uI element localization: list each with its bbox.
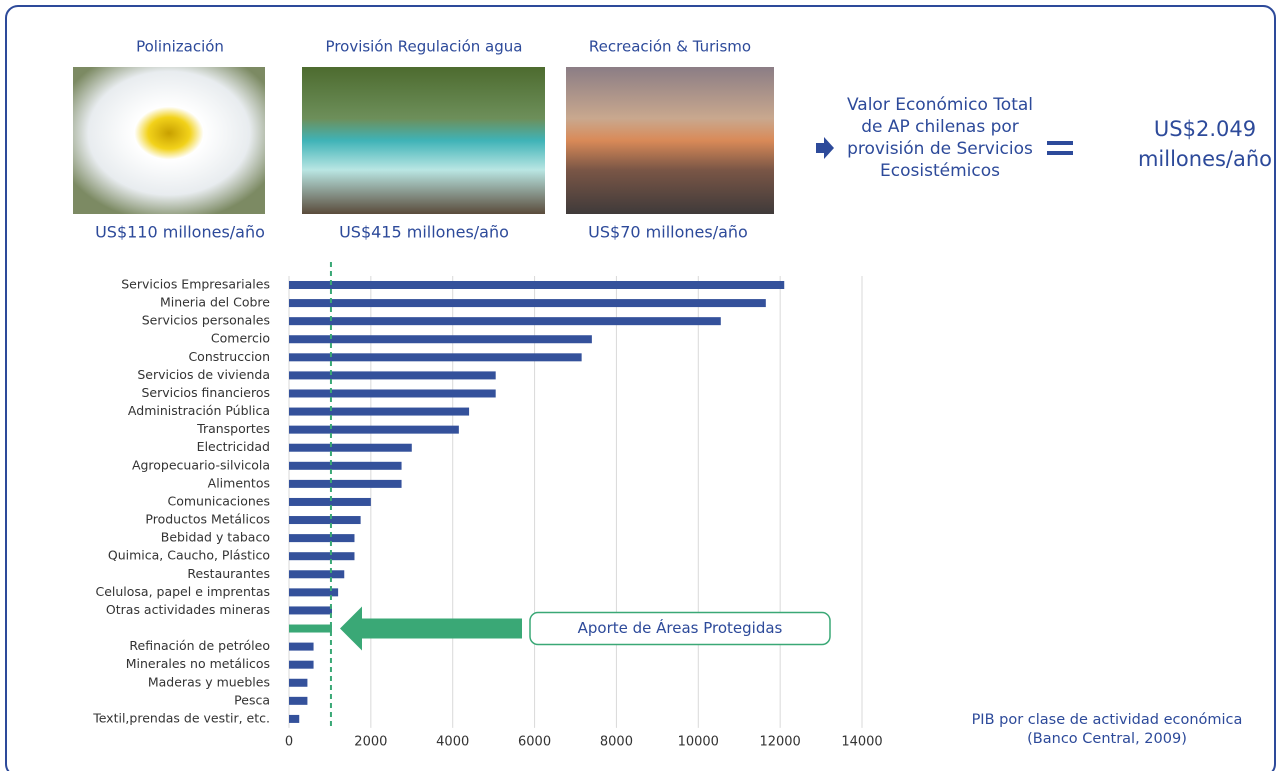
panel-title: Polinización	[136, 38, 224, 56]
bar	[289, 281, 784, 289]
bar	[289, 299, 766, 307]
panel-title: Recreación & Turismo	[589, 38, 751, 56]
bar	[289, 534, 354, 542]
x-tick-label: 0	[285, 735, 293, 750]
x-tick-label: 10000	[678, 735, 719, 750]
bar	[289, 426, 459, 434]
bar	[289, 480, 402, 488]
x-tick-label: 6000	[518, 735, 551, 750]
summary-line: de AP chilenas por	[861, 117, 1019, 137]
annotation: Aporte de Áreas Protegidas	[578, 618, 783, 637]
category-label: Comunicaciones	[167, 493, 270, 508]
category-label: Quimica, Caucho, Plástico	[108, 548, 270, 563]
source-line: PIB por clase de actividad económica	[972, 712, 1243, 728]
photo-pollination	[73, 67, 265, 214]
equals-sign	[1047, 151, 1073, 155]
category-label: Restaurantes	[187, 566, 270, 581]
category-label: Bebidad y tabaco	[161, 530, 270, 545]
arrow-icon	[816, 137, 834, 159]
x-tick-label: 8000	[600, 735, 633, 750]
source-line: (Banco Central, 2009)	[1027, 731, 1187, 747]
bar	[289, 697, 307, 705]
category-label: Otras actividades mineras	[106, 602, 270, 617]
panel-value: US$70 millones/año	[588, 223, 748, 242]
category-label: Minerales no metálicos	[126, 656, 270, 671]
bar	[289, 498, 371, 506]
equals-sign	[1047, 141, 1073, 145]
bar-chart: 0 2000 4000 6000 8000 10000 12000 14000 Servicio…	[92, 262, 1242, 750]
category-label: Servicios personales	[142, 313, 270, 328]
bar	[289, 389, 496, 397]
summary-line: Ecosistémicos	[880, 161, 1000, 181]
category-label: Refinación de petróleo	[129, 638, 270, 653]
bar	[289, 643, 314, 651]
bar	[289, 679, 307, 687]
category-label: Servicios de vivienda	[137, 367, 270, 382]
x-tick-label: 4000	[436, 735, 469, 750]
panel-value: US$110 millones/año	[95, 223, 265, 242]
category-label: Comercio	[211, 331, 270, 346]
bar	[289, 661, 314, 669]
summary-line: Valor Económico Total	[847, 95, 1033, 115]
category-label: Alimentos	[208, 475, 270, 490]
bar	[289, 570, 344, 578]
bar	[289, 444, 412, 452]
bar	[289, 552, 354, 560]
category-label: Servicios Empresariales	[121, 277, 270, 292]
panel-value: US$415 millones/año	[339, 223, 509, 242]
total-line: millones/año	[1138, 147, 1272, 171]
category-label: Agropecuario-silvicola	[132, 457, 270, 472]
category-label: Productos Metálicos	[145, 512, 270, 527]
x-tick-label: 14000	[841, 735, 882, 750]
photo-water	[302, 67, 545, 214]
category-label: Pesca	[234, 692, 270, 707]
category-label: Administración Pública	[128, 403, 270, 418]
x-tick-label: 2000	[354, 735, 387, 750]
bar	[289, 408, 469, 416]
photo-tourism	[566, 67, 774, 214]
bar	[289, 715, 299, 723]
category-label: Transportes	[196, 421, 270, 436]
bar	[289, 317, 721, 325]
bar	[289, 353, 582, 361]
category-label: Mineria del Cobre	[160, 295, 270, 310]
category-label: Electricidad	[197, 439, 270, 454]
category-label: Textil,prendas de vestir, etc.	[92, 710, 270, 725]
annotation-arrow	[340, 607, 522, 651]
x-tick-label: 12000	[759, 735, 800, 750]
bar	[289, 625, 332, 633]
summary-line: provisión de Servicios	[847, 139, 1033, 159]
total-line: US$2.049	[1154, 117, 1256, 141]
bar	[289, 462, 402, 470]
category-label: Construccion	[188, 349, 270, 364]
infographic: Polinización Provisión Regulación agua R…	[0, 0, 1281, 771]
category-label: Celulosa, papel e imprentas	[95, 584, 270, 599]
bar	[289, 335, 592, 343]
bar	[289, 606, 332, 614]
category-label: Maderas y muebles	[148, 674, 270, 689]
bar	[289, 516, 361, 524]
bar	[289, 371, 496, 379]
category-label: Servicios financieros	[141, 385, 270, 400]
panel-title: Provisión Regulación agua	[326, 38, 523, 56]
